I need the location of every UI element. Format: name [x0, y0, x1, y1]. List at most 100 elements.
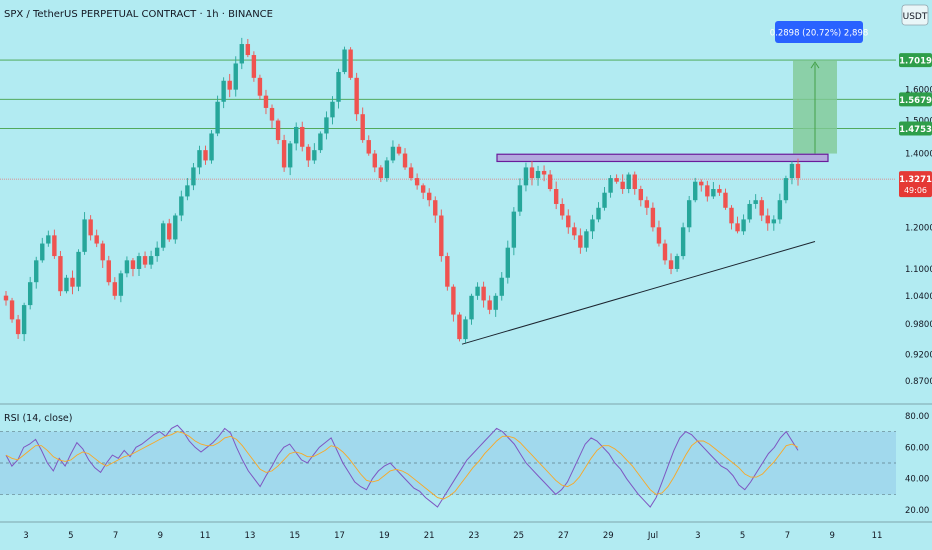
candle-body	[306, 146, 311, 161]
candle-body	[209, 133, 214, 161]
candle-body	[233, 63, 238, 90]
time-tick: 9	[158, 531, 163, 541]
candle-body	[360, 114, 365, 141]
candle-body	[753, 200, 758, 204]
candle-body	[475, 286, 480, 296]
time-tick: 3	[23, 531, 28, 541]
resistance-zone[interactable]	[496, 153, 829, 163]
candle-body	[795, 163, 801, 179]
candle-body	[656, 227, 662, 244]
candle-body	[100, 243, 105, 261]
candle-body	[523, 167, 529, 186]
candle-body	[668, 260, 674, 269]
time-tick: 9	[829, 531, 834, 541]
candle-body	[203, 150, 208, 161]
level-tag	[899, 121, 932, 136]
candle-body	[287, 143, 293, 168]
level-tag-label: 1.4753	[899, 125, 932, 135]
candle-body	[608, 178, 613, 193]
candle-body	[620, 181, 625, 190]
candle-body	[46, 235, 51, 244]
candle-body	[451, 286, 456, 315]
candle-body	[765, 215, 770, 224]
candle-body	[632, 174, 637, 190]
candle-body	[112, 282, 118, 296]
rsi-ma-line	[5, 431, 799, 500]
candle-body	[481, 286, 486, 301]
candle-body	[142, 256, 148, 265]
candle-body	[741, 219, 746, 232]
candle-body	[197, 150, 202, 168]
level-tag	[899, 53, 932, 68]
candle-body	[227, 80, 232, 90]
candle-body	[64, 277, 69, 292]
candle-body	[729, 207, 734, 224]
candle-body	[281, 140, 287, 168]
measure-box[interactable]: 0.2898 (20.72%) 2,898	[770, 21, 869, 154]
candle-body	[427, 192, 432, 201]
candle-body	[783, 178, 789, 201]
candle-body	[390, 146, 396, 161]
candle-body	[626, 174, 631, 190]
measure-label: 0.2898 (20.72%) 2,898	[770, 29, 869, 39]
candle-body	[560, 203, 565, 216]
candle-body	[439, 215, 444, 257]
candle-body	[106, 260, 111, 283]
time-tick: 23	[468, 531, 479, 541]
candle-body	[735, 223, 740, 232]
price-tick: 0.8700	[905, 377, 932, 387]
candle-body	[154, 247, 160, 257]
level-tag-label: 1.7019	[899, 57, 932, 67]
currency-button[interactable]: USDT	[901, 4, 929, 26]
candle-body	[148, 256, 154, 265]
time-tick: 7	[113, 531, 118, 541]
candle-body	[420, 185, 426, 193]
candle-body	[463, 319, 468, 340]
chart-title: SPX / TetherUS PERPETUAL CONTRACT · 1h ·…	[4, 9, 273, 20]
candle-body	[457, 314, 462, 340]
time-tick: 19	[379, 531, 390, 541]
candle-body	[402, 153, 408, 168]
time-tick: Jul	[647, 531, 658, 541]
time-tick: 21	[424, 531, 435, 541]
candle-body	[711, 189, 716, 197]
candle-body	[511, 211, 517, 248]
price-tick: 0.9200	[905, 350, 932, 360]
candle-body	[584, 231, 589, 248]
time-tick: 17	[334, 531, 345, 541]
candle-body	[318, 133, 323, 151]
trendline[interactable]	[461, 241, 816, 345]
candle-body	[372, 153, 377, 168]
candle-body	[263, 95, 269, 108]
candle-body	[789, 163, 795, 179]
candle-body	[124, 260, 130, 274]
candle-body	[82, 219, 87, 252]
candle-body	[699, 181, 704, 186]
rsi-title: RSI (14, close)	[4, 413, 72, 424]
candle-body	[366, 140, 371, 154]
time-tick: 11	[200, 531, 211, 541]
grid	[0, 403, 932, 523]
candle-body	[469, 295, 474, 320]
rsi-tick: 60.00	[905, 443, 929, 453]
price-tick: 0.9800	[905, 320, 932, 330]
candle-body	[487, 300, 492, 310]
rsi-tick: 80.00	[905, 412, 929, 422]
candle-body	[251, 55, 257, 78]
candle-body	[553, 189, 559, 204]
time-tick: 5	[68, 531, 73, 541]
candle-body	[300, 126, 305, 147]
current-price-label: 1.3271	[899, 175, 932, 185]
candle-body	[505, 247, 511, 278]
level-tag-label: 1.5679	[899, 96, 932, 106]
candle-body	[118, 273, 124, 296]
candle-body	[275, 120, 281, 141]
time-tick: 15	[289, 531, 300, 541]
rsi-tick: 20.00	[905, 506, 929, 516]
candle-body	[70, 277, 75, 287]
time-tick: 25	[513, 531, 524, 541]
candle-body	[191, 167, 196, 186]
